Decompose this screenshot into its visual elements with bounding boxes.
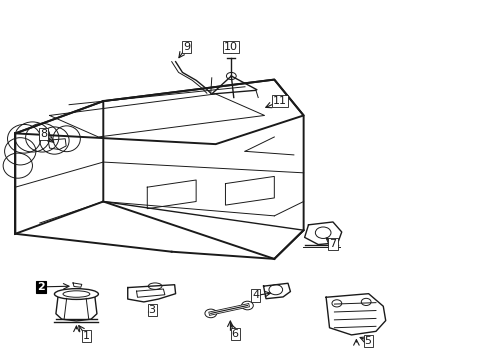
Text: 10: 10 bbox=[224, 42, 238, 52]
Text: 2: 2 bbox=[37, 282, 45, 292]
Text: 4: 4 bbox=[252, 291, 259, 301]
Text: 8: 8 bbox=[40, 129, 47, 139]
Text: 5: 5 bbox=[365, 336, 371, 346]
Text: 1: 1 bbox=[83, 331, 90, 341]
Text: 9: 9 bbox=[183, 42, 190, 52]
Text: 11: 11 bbox=[273, 96, 287, 106]
Text: 6: 6 bbox=[232, 329, 239, 339]
Text: 3: 3 bbox=[148, 305, 156, 315]
Text: 7: 7 bbox=[329, 239, 337, 249]
